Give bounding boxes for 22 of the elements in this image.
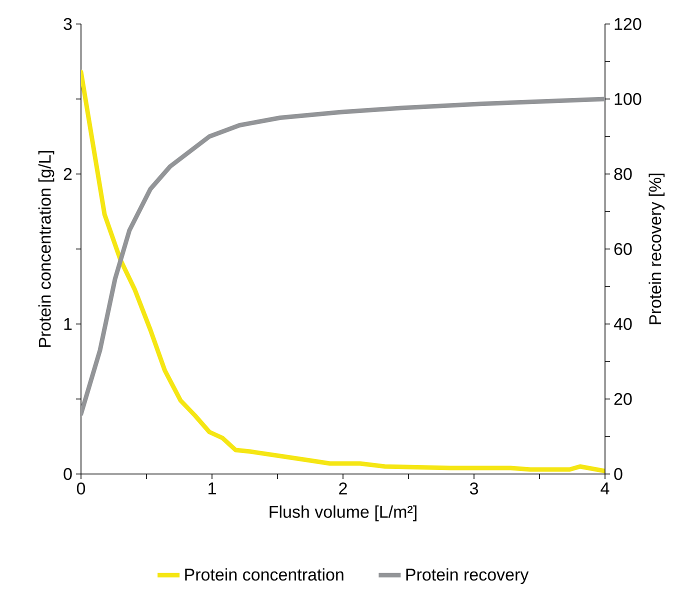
line-series bbox=[81, 96, 606, 416]
x-tick-label: 3 bbox=[470, 482, 478, 495]
legend-label: Protein concentration bbox=[185, 568, 344, 581]
legend-label: Protein recovery bbox=[406, 568, 529, 584]
y2-tick-label: 80 bbox=[614, 168, 632, 180]
y2-tick-label: 60 bbox=[614, 242, 632, 256]
y2-tick-label: 120 bbox=[614, 18, 642, 30]
y-tick-label: 2 bbox=[64, 168, 72, 180]
x-tick-label: 4 bbox=[600, 482, 610, 494]
y2-tick-label: 20 bbox=[614, 392, 632, 406]
y2-tick-label: 40 bbox=[614, 318, 632, 330]
y-tick-label: 3 bbox=[64, 18, 72, 30]
y2-axis-title: Protein recovery [%] bbox=[648, 174, 665, 324]
y-tick-label: 0 bbox=[64, 468, 72, 480]
x-tick-label: 2 bbox=[339, 482, 347, 494]
y2-tick-label: 100 bbox=[614, 92, 642, 106]
x-axis-title: Flush volume [L/m²] bbox=[270, 505, 416, 522]
y-tick-label: 1 bbox=[64, 318, 72, 330]
x-tick-label: 1 bbox=[208, 482, 216, 494]
y2-tick-label: 0 bbox=[614, 468, 622, 480]
x-tick-label: 0 bbox=[76, 482, 86, 495]
y-axis-title: Protein concentration [g/L] bbox=[38, 151, 54, 347]
